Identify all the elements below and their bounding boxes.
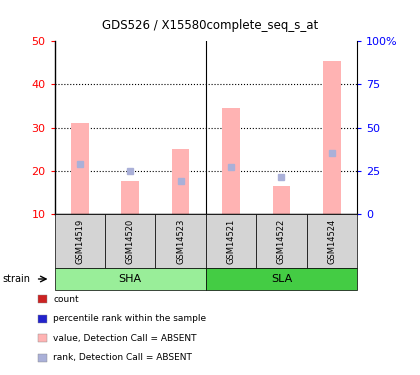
Text: SHA: SHA [118,274,142,284]
Text: GSM14522: GSM14522 [277,218,286,264]
Text: SLA: SLA [271,274,292,284]
Text: GSM14521: GSM14521 [226,218,236,264]
Text: GSM14523: GSM14523 [176,218,185,264]
Text: value, Detection Call = ABSENT: value, Detection Call = ABSENT [53,334,197,343]
Bar [323,61,341,214]
Text: GSM14520: GSM14520 [126,218,135,264]
Bar [121,182,139,214]
Text: strain: strain [2,274,30,284]
Text: count: count [53,295,79,304]
Bar [222,108,240,214]
Bar [172,149,189,214]
Text: percentile rank within the sample: percentile rank within the sample [53,314,207,323]
Bar [273,186,290,214]
Bar [71,123,89,214]
Text: GSM14524: GSM14524 [327,218,336,264]
Text: GDS526 / X15580complete_seq_s_at: GDS526 / X15580complete_seq_s_at [102,19,318,32]
Text: GSM14519: GSM14519 [75,218,84,264]
Text: rank, Detection Call = ABSENT: rank, Detection Call = ABSENT [53,353,192,362]
